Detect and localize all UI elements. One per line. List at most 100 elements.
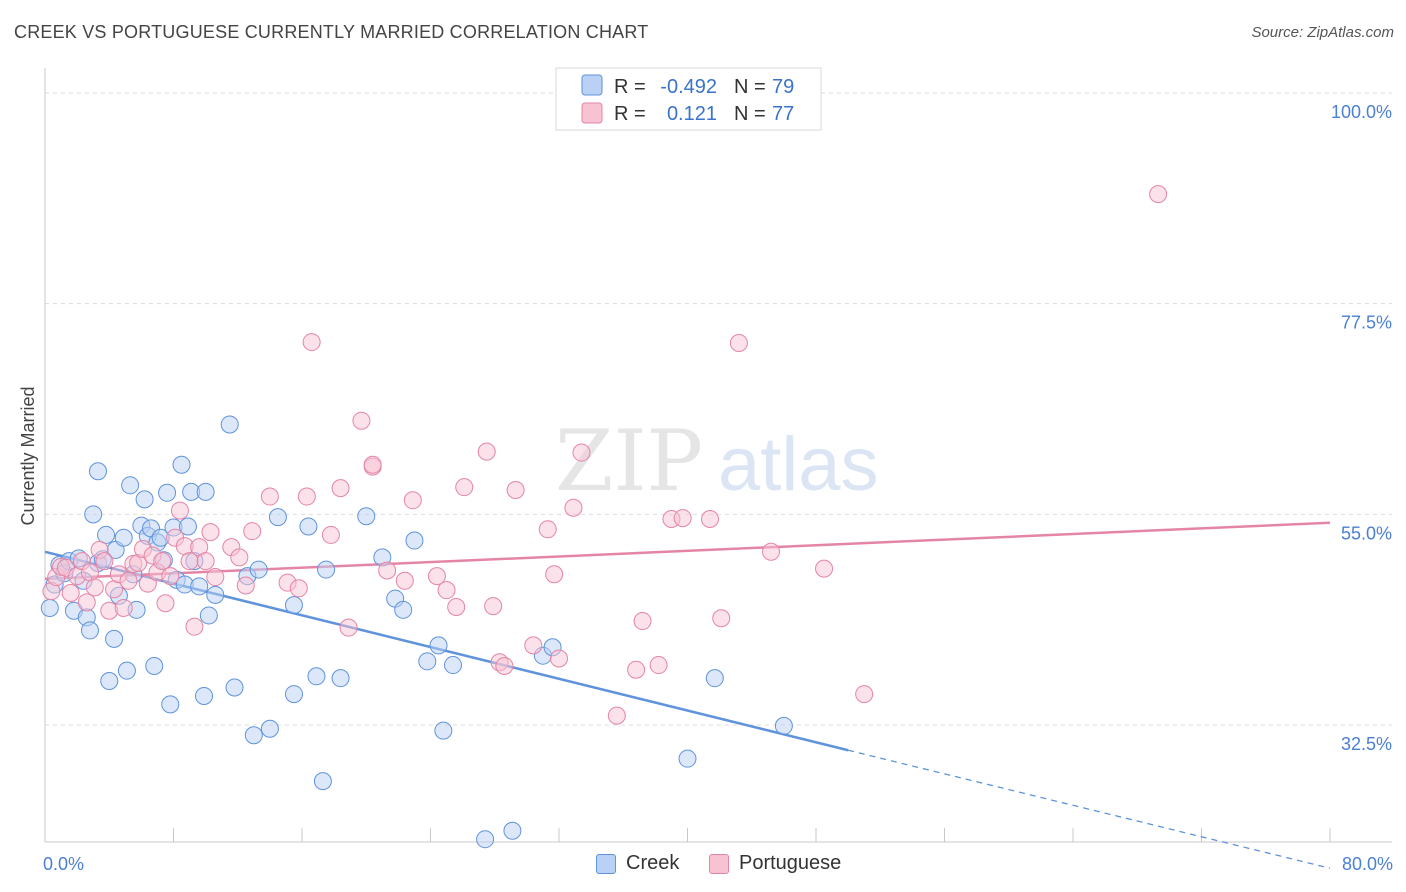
y-tick-label: 55.0% [1341,523,1392,543]
portuguese-point [61,583,80,602]
legend-swatch-creek [581,74,603,96]
creek-point [705,669,724,688]
legend-item-creek[interactable]: Creek [596,852,679,875]
y-tick-labels: 32.5% 55.0% 77.5% 100.0% [1331,102,1392,754]
creek-point [220,415,239,434]
portuguese-point [289,579,308,598]
creek-point [172,455,191,474]
legend-r-label-2: R = [614,103,646,125]
y-tick-label: 32.5% [1341,734,1392,754]
portuguese-point [403,491,422,510]
portuguese-point [855,685,874,704]
portuguese-point [1149,185,1168,204]
creek-point [105,629,124,648]
portuguese-point [762,542,781,561]
creek-point [317,560,336,579]
creek-point [196,482,215,501]
creek-point [307,667,326,686]
portuguese-point [607,706,626,725]
creek-point [114,528,133,547]
portuguese-point [85,578,104,597]
portuguese-point [196,552,215,571]
portuguese-point [484,597,503,616]
creek-point [199,606,218,625]
portuguese-point [80,563,99,582]
creek-point [206,585,225,604]
creek-point [117,661,136,680]
creek-point [178,517,197,536]
portuguese-point [161,567,180,586]
creek-point [357,507,376,526]
creek-point [418,652,437,671]
watermark-zip: ZIP [555,412,703,510]
legend-n-value-1: 79 [772,76,794,98]
portuguese-point [649,656,668,675]
series-legend: Creek Portuguese [0,852,1406,878]
portuguese-point [302,333,321,352]
creek-point [268,508,287,527]
creek-point [89,462,108,481]
portuguese-point [564,498,583,517]
creek-point [678,749,697,768]
creek-point [434,721,453,740]
creek-point [190,577,209,596]
creek-point [145,656,164,675]
stats-legend: R = -0.492 N = 79 R = 0.121 N = 77 [555,67,822,131]
creek-point [299,517,318,536]
portuguese-point [506,480,525,499]
y-axis-title: Currently Married [18,386,38,525]
x-tick-label: 0.0% [43,854,84,874]
portuguese-point [170,501,189,520]
source-credit: Source: ZipAtlas.com [1251,24,1394,41]
portuguese-point [477,442,496,461]
creek-point [100,671,119,690]
portuguese-point [378,561,397,580]
creek-point [135,490,154,509]
portuguese-point [230,548,249,567]
portuguese-point [206,568,225,587]
creek-point [313,772,332,791]
creek-trend-extension [847,749,1331,869]
watermark: ZIP atlas [555,412,879,510]
portuguese-point [437,581,456,600]
gridlines [45,92,1392,726]
portuguese-point [495,656,514,675]
creek-point [97,525,116,544]
creek-point [249,560,268,579]
creek-point [394,600,413,619]
creek-point [244,726,263,745]
portuguese-point [260,487,279,506]
portuguese-point [447,598,466,617]
portuguese-point [572,443,591,462]
portuguese-point [352,411,371,430]
portuguese-point [550,649,568,668]
portuguese-point [331,479,350,498]
chart-title: CREEK VS PORTUGUESE CURRENTLY MARRIED CO… [14,22,649,42]
portuguese-point [455,478,474,497]
portuguese-point [700,510,719,529]
creek-point [284,685,303,704]
portuguese-point [236,576,255,595]
creek-point [443,656,462,675]
portuguese-point [339,618,358,637]
creek-point [80,621,99,640]
legend-swatch-portuguese [581,102,603,124]
portuguese-point [673,509,692,528]
portuguese-point [153,552,172,571]
x-tick-label: 80.0% [1342,854,1393,874]
portuguese-point [545,565,564,584]
portuguese-swatch [709,853,729,874]
legend-r-value-1: -0.492 [660,76,717,98]
creek-point [331,669,350,688]
portuguese-point [119,571,138,590]
x-tick-labels: 0.0% 80.0% [43,854,1393,874]
legend-item-portuguese[interactable]: Portuguese [709,852,841,875]
portuguese-point [77,593,96,612]
creek-label: Creek [626,852,680,874]
portuguese-point [729,334,748,353]
portuguese-point [524,636,543,655]
portuguese-point [201,523,220,542]
legend-n-label-2: N = [734,103,766,125]
portuguese-point [95,552,114,571]
